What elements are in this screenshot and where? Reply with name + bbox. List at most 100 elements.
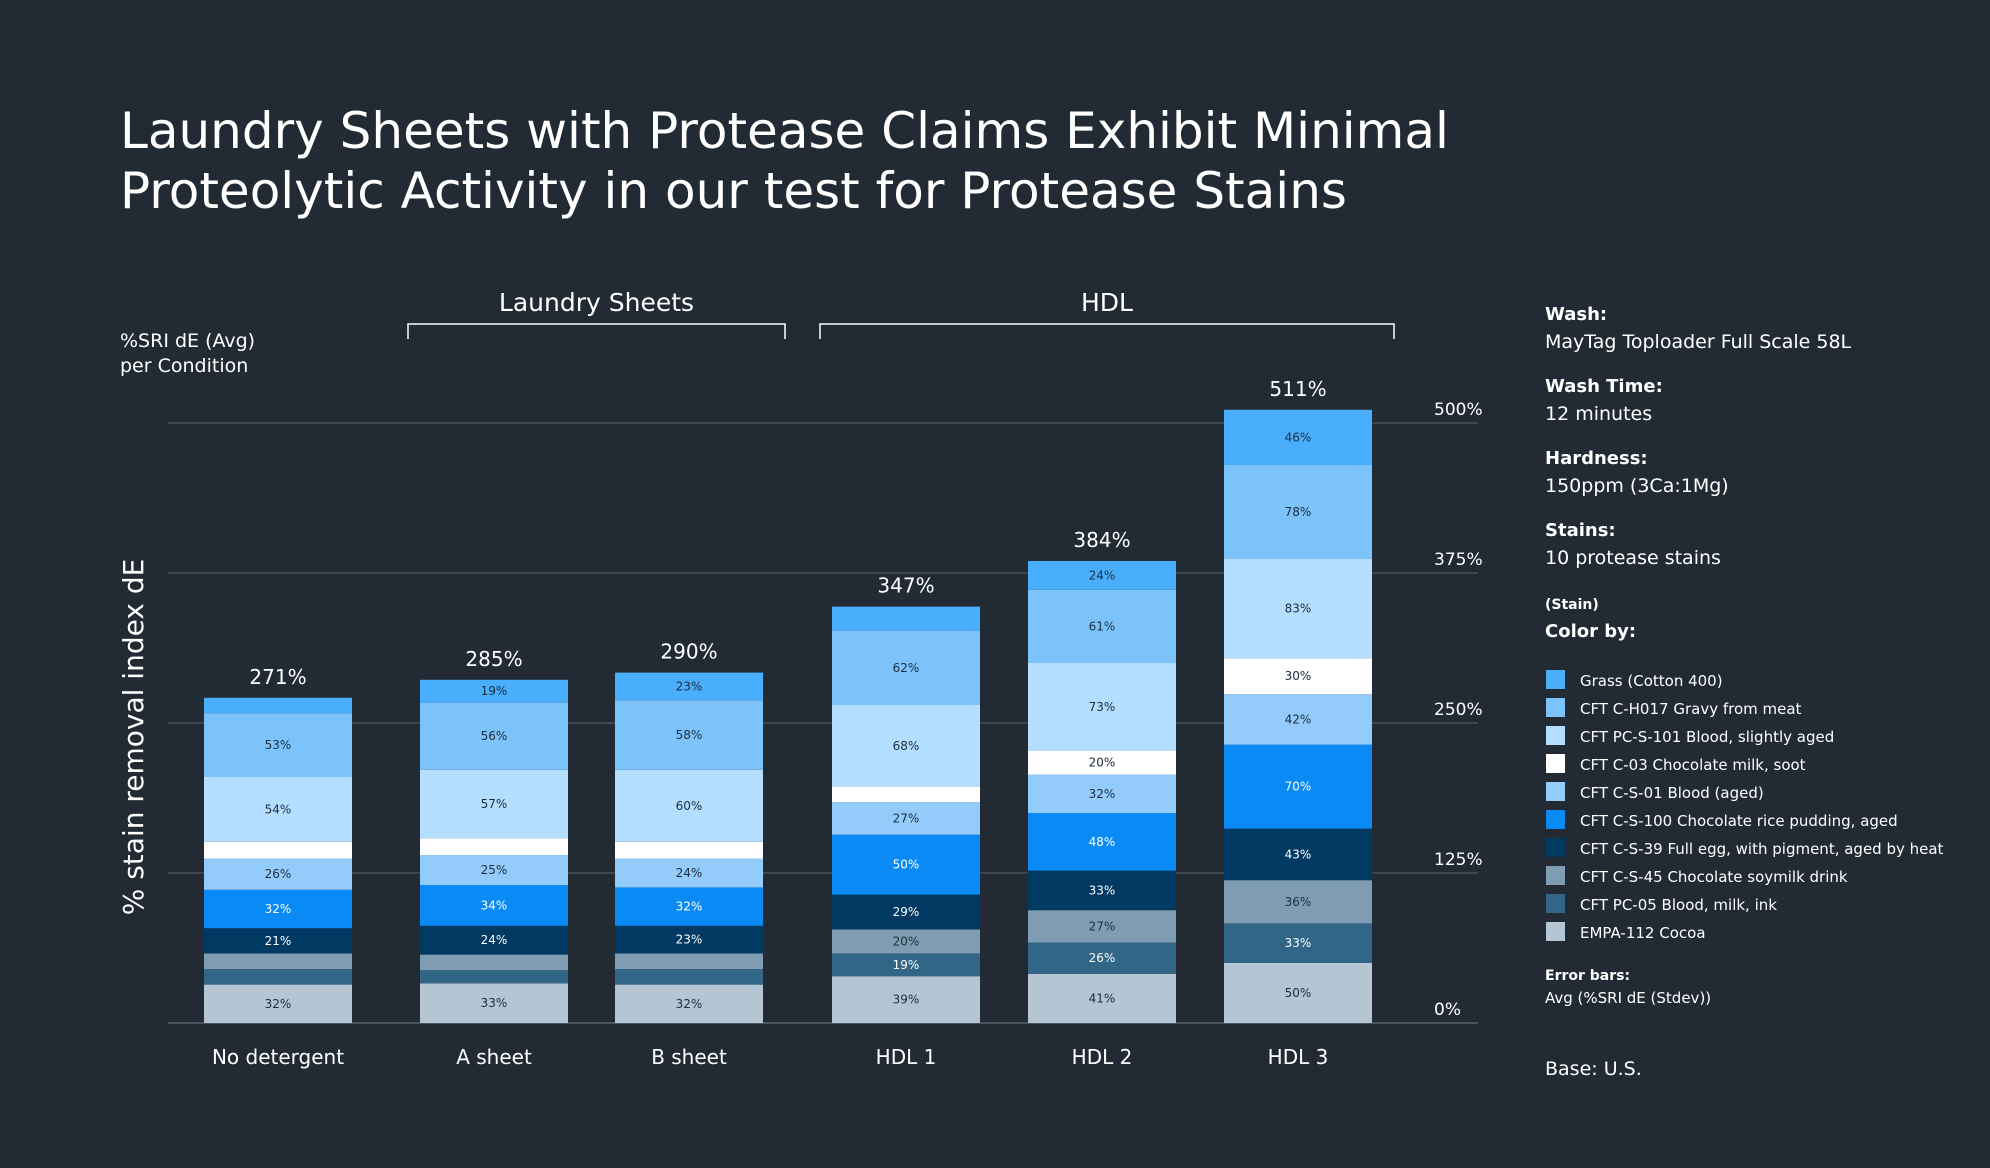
segment-value-label: 33% (1285, 936, 1312, 950)
x-category-label: B sheet (651, 1045, 727, 1069)
x-category-label: HDL 2 (1072, 1045, 1133, 1069)
bar-segment (204, 953, 352, 969)
legend-label: CFT C-03 Chocolate milk, soot (1580, 756, 1806, 774)
base-note: Base: U.S. (1545, 1058, 1642, 1080)
segment-value-label: 27% (1089, 919, 1116, 933)
y-tick-label: 500% (1434, 400, 1483, 420)
bar-segment (1028, 942, 1176, 974)
bar-stack: 33% 24% 34% 25% 57% 56% 19% (420, 679, 568, 1023)
segment-value-label: 24% (481, 933, 508, 947)
bar-segment (832, 976, 980, 1023)
segment-value-label: 58% (676, 728, 703, 742)
segment-value-label: 32% (1089, 787, 1116, 801)
bar-segment (832, 606, 980, 631)
y-axis-label: % stain removal index dE (117, 559, 150, 916)
bar-stack: 50% 33% 36% 43% 70% 42% 30% 83% 78% 46% (1224, 409, 1372, 1023)
bar-segment (1028, 813, 1176, 871)
legend-label: CFT C-H017 Gravy from meat (1580, 700, 1802, 718)
bar-segment (615, 858, 763, 888)
segment-value-label: 34% (481, 898, 508, 912)
bar-segment (1028, 870, 1176, 911)
bar-segment (832, 802, 980, 835)
bar-segment (1224, 558, 1372, 659)
segment-value-label: 57% (481, 797, 508, 811)
bar-segment (832, 929, 980, 954)
info-label-wash-time: Wash Time: (1545, 376, 1663, 397)
chart-title-line-2: Proteolytic Activity in our test for Pro… (120, 162, 1347, 220)
segment-value-label: 50% (893, 858, 920, 872)
bar-segment (615, 969, 763, 985)
x-category-label: No detergent (212, 1045, 344, 1069)
bar-segment (832, 786, 980, 803)
segment-value-label: 19% (893, 958, 920, 972)
info-value-wash: MayTag Toploader Full Scale 58L (1545, 331, 1852, 353)
legend-label: CFT PC-05 Blood, milk, ink (1580, 896, 1777, 914)
bar-segment (420, 970, 568, 984)
bar-segment (420, 925, 568, 955)
color-by-label: Color by: (1545, 621, 1636, 642)
legend-label: CFT C-S-45 Chocolate soymilk drink (1580, 868, 1848, 886)
bar-segment (204, 928, 352, 954)
info-label-wash: Wash: (1545, 304, 1607, 325)
error-bars-label: Error bars: (1545, 968, 1630, 984)
bar-total-label: 271% (249, 665, 306, 689)
segment-value-label: 23% (676, 933, 703, 947)
segment-value-label: 21% (265, 934, 292, 948)
segment-value-label: 46% (1285, 430, 1312, 444)
legend-label: CFT PC-S-101 Blood, slightly aged (1580, 728, 1834, 746)
segment-value-label: 62% (893, 661, 920, 675)
bar-segment (420, 838, 568, 855)
bar-total-label: 290% (660, 640, 717, 664)
segment-value-label: 53% (265, 738, 292, 752)
bar-total-label: 384% (1073, 528, 1130, 552)
segment-value-label: 70% (1285, 780, 1312, 794)
segment-value-label: 78% (1285, 505, 1312, 519)
group-bracket (819, 323, 1395, 339)
info-value-hardness: 150ppm (3Ca:1Mg) (1545, 475, 1729, 497)
legend-swatch (1546, 922, 1565, 941)
bar-segment (615, 700, 763, 770)
legend-label: CFT C-S-39 Full egg, with pigment, aged … (1580, 840, 1944, 858)
segment-value-label: 39% (893, 993, 920, 1007)
segment-value-label: 61% (1089, 619, 1116, 633)
segment-value-label: 19% (481, 684, 508, 698)
legend-swatch (1546, 838, 1565, 857)
segment-value-label: 20% (893, 934, 920, 948)
group-label: HDL (1081, 288, 1133, 317)
x-category-label: HDL 3 (1268, 1045, 1329, 1069)
legend-swatch (1546, 726, 1565, 745)
bar-stack: 32% 23% 32% 24% 60% 58% 23% (615, 672, 763, 1023)
segment-value-label: 73% (1089, 700, 1116, 714)
bar-segment (1224, 828, 1372, 881)
segment-value-label: 60% (676, 799, 703, 813)
bar-segment (832, 705, 980, 787)
legend-swatch (1546, 754, 1565, 773)
segment-value-label: 43% (1285, 847, 1312, 861)
legend-swatch (1546, 670, 1565, 689)
info-value-wash-time: 12 minutes (1545, 403, 1652, 425)
bar-segment (204, 984, 352, 1023)
segment-value-label: 48% (1089, 835, 1116, 849)
y-tick-label: 250% (1434, 700, 1483, 720)
segment-value-label: 54% (265, 802, 292, 816)
error-bars-value: Avg (%SRI dE (Stdev)) (1545, 989, 1711, 1007)
bar-segment (420, 855, 568, 885)
legend-swatch (1546, 782, 1565, 801)
bar-segment (420, 679, 568, 703)
bar-segment (615, 841, 763, 859)
segment-value-label: 27% (893, 811, 920, 825)
bar-segment (832, 834, 980, 895)
bar-segment (615, 672, 763, 701)
bar-segment (1028, 750, 1176, 775)
bar-segment (204, 858, 352, 890)
bar-segment (204, 713, 352, 777)
bar-total-label: 347% (877, 574, 934, 598)
y-tick-label: 125% (1434, 850, 1483, 870)
legend-label: Grass (Cotton 400) (1580, 672, 1723, 690)
segment-value-label: 50% (1285, 986, 1312, 1000)
bar-segment (420, 954, 568, 971)
legend-swatch (1546, 698, 1565, 717)
segment-value-label: 23% (676, 679, 703, 693)
legend-label: EMPA-112 Cocoa (1580, 924, 1706, 942)
info-label-stains: Stains: (1545, 520, 1616, 541)
